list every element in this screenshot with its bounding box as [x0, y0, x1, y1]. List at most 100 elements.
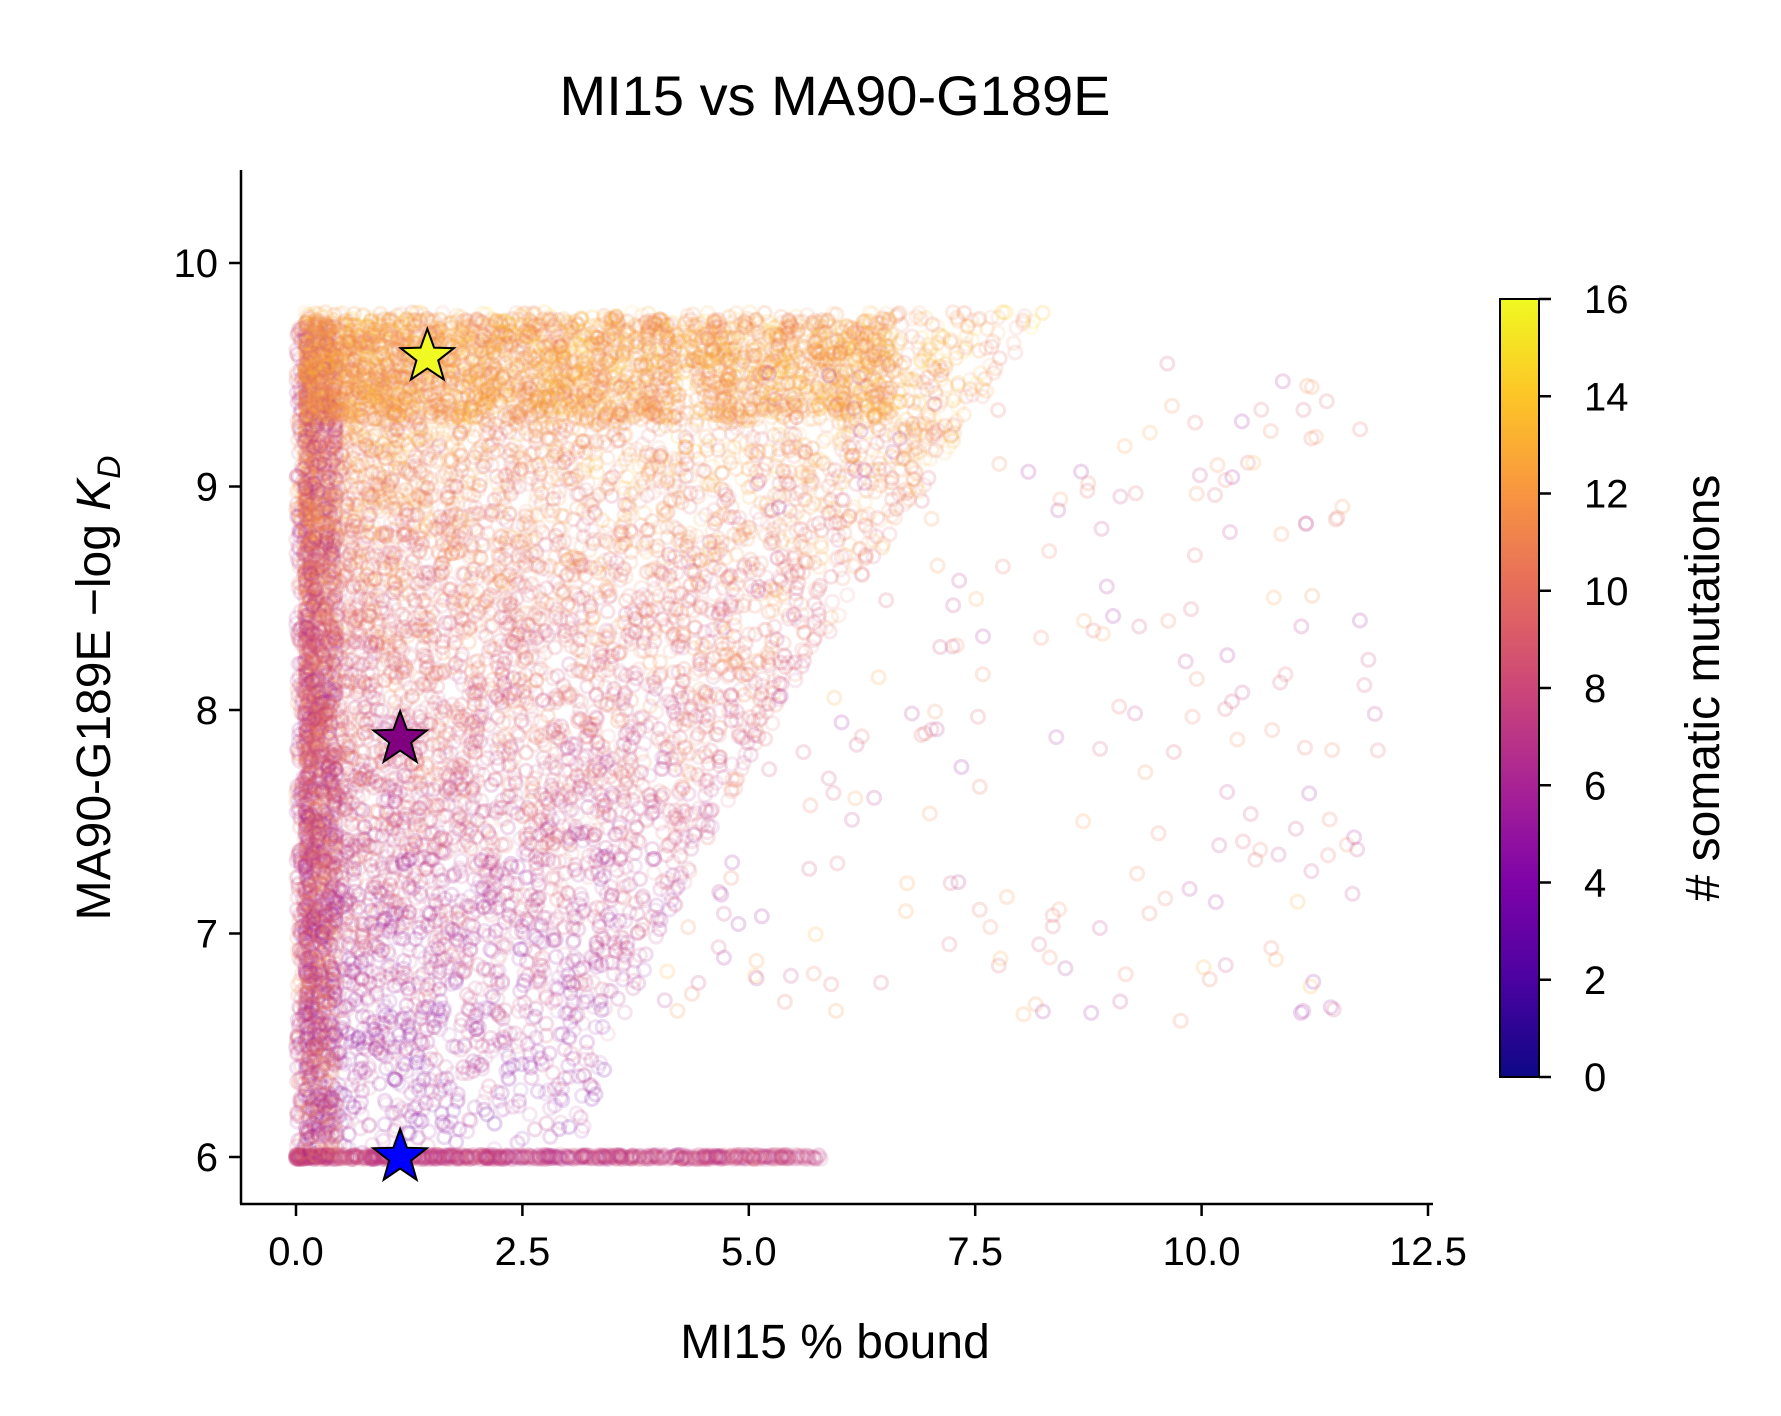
scatter-point — [813, 522, 830, 539]
scatter-point — [326, 754, 343, 771]
scatter-point — [377, 393, 394, 410]
scatter-point — [444, 758, 461, 775]
scatter-point — [868, 528, 885, 545]
scatter-point — [301, 387, 318, 404]
scatter-point — [719, 398, 736, 415]
scatter-point — [523, 584, 540, 601]
scatter-point — [450, 514, 467, 531]
scatter-point — [698, 463, 715, 480]
scatter-point — [298, 580, 315, 597]
scatter-point — [420, 869, 437, 886]
scatter-point — [342, 372, 359, 389]
scatter-point — [406, 591, 423, 608]
scatter-point — [571, 329, 588, 346]
scatter-point — [486, 1115, 503, 1132]
scatter-point — [674, 780, 691, 797]
scatter-point — [421, 959, 437, 976]
scatter-point — [484, 889, 501, 906]
scatter-point — [297, 444, 314, 461]
scatter-point — [322, 785, 339, 801]
scatter-point — [387, 633, 404, 650]
scatter-point — [402, 776, 419, 792]
scatter-point — [298, 646, 315, 663]
scatter-point — [667, 807, 684, 824]
scatter-point — [540, 851, 557, 868]
scatter-point — [300, 418, 317, 435]
scatter-point — [336, 1112, 353, 1129]
scatter-point — [430, 543, 447, 560]
scatter-point — [500, 897, 517, 914]
scatter-point — [707, 374, 724, 391]
scatter-point — [441, 405, 458, 422]
scatter-point — [594, 800, 611, 817]
scatter-point — [375, 942, 391, 959]
scatter-point — [481, 619, 498, 635]
scatter-point — [304, 999, 321, 1016]
scatter-point — [645, 572, 662, 589]
scatter-point — [567, 737, 584, 754]
scatter-point — [310, 399, 327, 416]
scatter-point — [674, 799, 690, 815]
scatter-point — [381, 946, 397, 963]
scatter-point — [424, 669, 441, 686]
scatter-point — [333, 447, 349, 464]
scatter-point — [329, 529, 346, 546]
scatter-point — [319, 918, 336, 935]
scatter-point — [687, 805, 704, 821]
scatter-point — [627, 858, 643, 874]
scatter-point — [360, 337, 377, 354]
scatter-point — [531, 610, 548, 627]
scatter-point — [797, 526, 814, 543]
scatter-point — [634, 470, 650, 487]
scatter-point — [655, 785, 672, 802]
scatter-point — [333, 712, 350, 729]
scatter-point — [487, 424, 504, 441]
scatter-point — [308, 531, 325, 548]
scatter-point — [350, 612, 367, 629]
scatter-point — [548, 536, 565, 553]
scatter-point — [408, 752, 425, 769]
scatter-point — [663, 368, 680, 385]
scatter-point — [563, 620, 580, 637]
scatter-point — [349, 832, 366, 849]
scatter-point — [417, 842, 434, 859]
scatter-point — [323, 880, 340, 897]
scatter-point — [757, 730, 774, 747]
scatter-point — [665, 854, 682, 871]
scatter-point — [394, 852, 411, 869]
scatter-point — [341, 974, 358, 991]
scatter-point — [598, 354, 615, 370]
scatter-point — [297, 725, 314, 742]
scatter-point — [567, 558, 583, 575]
scatter-point — [328, 527, 345, 544]
scatter-point — [332, 389, 349, 406]
scatter-point — [667, 829, 684, 846]
scatter-point — [568, 822, 584, 838]
scatter-point — [305, 422, 322, 438]
scatter-point — [298, 627, 315, 644]
scatter-point — [512, 671, 529, 688]
scatter-point — [297, 563, 314, 580]
scatter-point — [301, 633, 318, 650]
scatter-point — [725, 689, 742, 706]
scatter-point — [523, 783, 540, 800]
scatter-point — [326, 714, 343, 731]
scatter-point — [300, 650, 317, 667]
scatter-point — [408, 596, 424, 613]
scatter-point — [601, 648, 618, 665]
scatter-point — [313, 342, 330, 359]
scatter-point — [490, 659, 507, 676]
scatter-point — [426, 1012, 443, 1029]
scatter-point — [401, 315, 418, 332]
scatter-point — [773, 676, 790, 693]
scatter-point — [297, 706, 314, 723]
scatter-point — [343, 723, 360, 740]
scatter-point — [310, 508, 327, 525]
scatter-point — [412, 463, 428, 480]
scatter-point — [668, 565, 685, 581]
scatter-point — [297, 819, 314, 835]
scatter-point — [500, 691, 517, 708]
scatter-point — [738, 666, 755, 683]
scatter-point — [339, 909, 356, 926]
